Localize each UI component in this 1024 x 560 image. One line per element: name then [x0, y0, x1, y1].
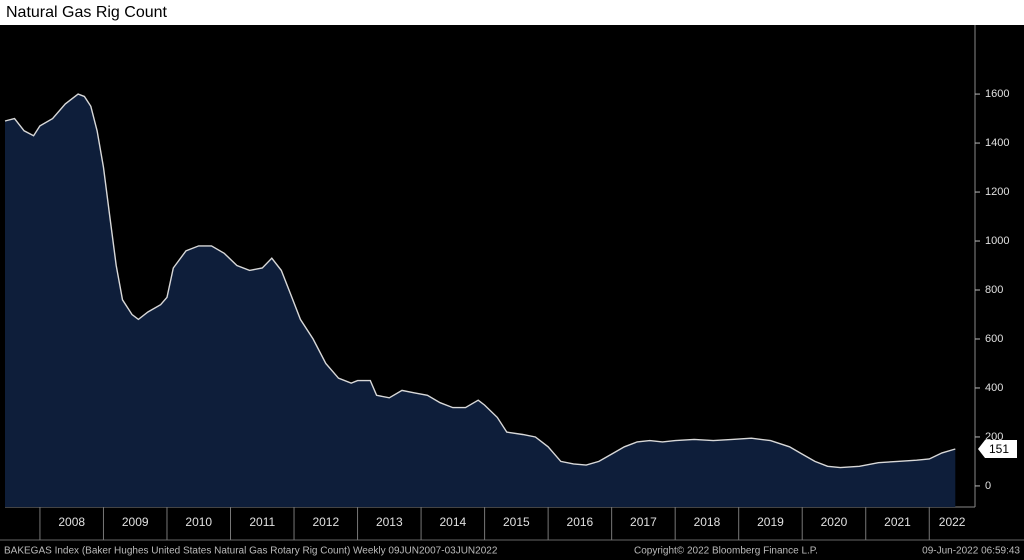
y-tick-label: 600	[985, 333, 1003, 345]
y-tick-label: 1400	[985, 137, 1009, 149]
y-tick-label: 0	[985, 480, 991, 492]
x-tick-label: 2018	[694, 515, 721, 529]
x-tick-label: 2009	[122, 515, 149, 529]
area-line	[4, 93, 956, 469]
footer-source: BAKEGAS Index (Baker Hughes United State…	[4, 546, 498, 557]
chart-title: Natural Gas Rig Count	[6, 4, 168, 21]
x-tick-label: 2015	[503, 515, 530, 529]
x-tick-label: 2022	[939, 515, 966, 529]
last-value-tag	[978, 439, 1017, 458]
x-tick-label: 2016	[567, 515, 594, 529]
y-tick-label: 1600	[985, 88, 1009, 100]
x-tick-label: 2020	[821, 515, 848, 529]
x-tick-label: 2010	[185, 515, 212, 529]
area-fill	[5, 94, 956, 507]
y-tick-label: 1200	[985, 186, 1009, 198]
x-tick-label: 2014	[439, 515, 466, 529]
y-tick-label: 800	[985, 284, 1003, 296]
footer-timestamp: 09-Jun-2022 06:59:43	[922, 546, 1020, 557]
y-tick-label: 200	[985, 431, 1003, 443]
x-tick-label: 2017	[630, 515, 657, 529]
last-value-label: 151	[989, 442, 1009, 456]
x-tick-label: 2019	[757, 515, 784, 529]
y-tick-label: 1000	[985, 235, 1009, 247]
x-tick-label: 2008	[58, 515, 85, 529]
x-tick-label: 2021	[884, 515, 911, 529]
footer-copyright: Copyright© 2022 Bloomberg Finance L.P.	[634, 546, 818, 557]
y-tick-label: 400	[985, 382, 1003, 394]
x-tick-label: 2013	[376, 515, 403, 529]
x-tick-label: 2012	[312, 515, 339, 529]
x-tick-label: 2011	[249, 515, 275, 529]
